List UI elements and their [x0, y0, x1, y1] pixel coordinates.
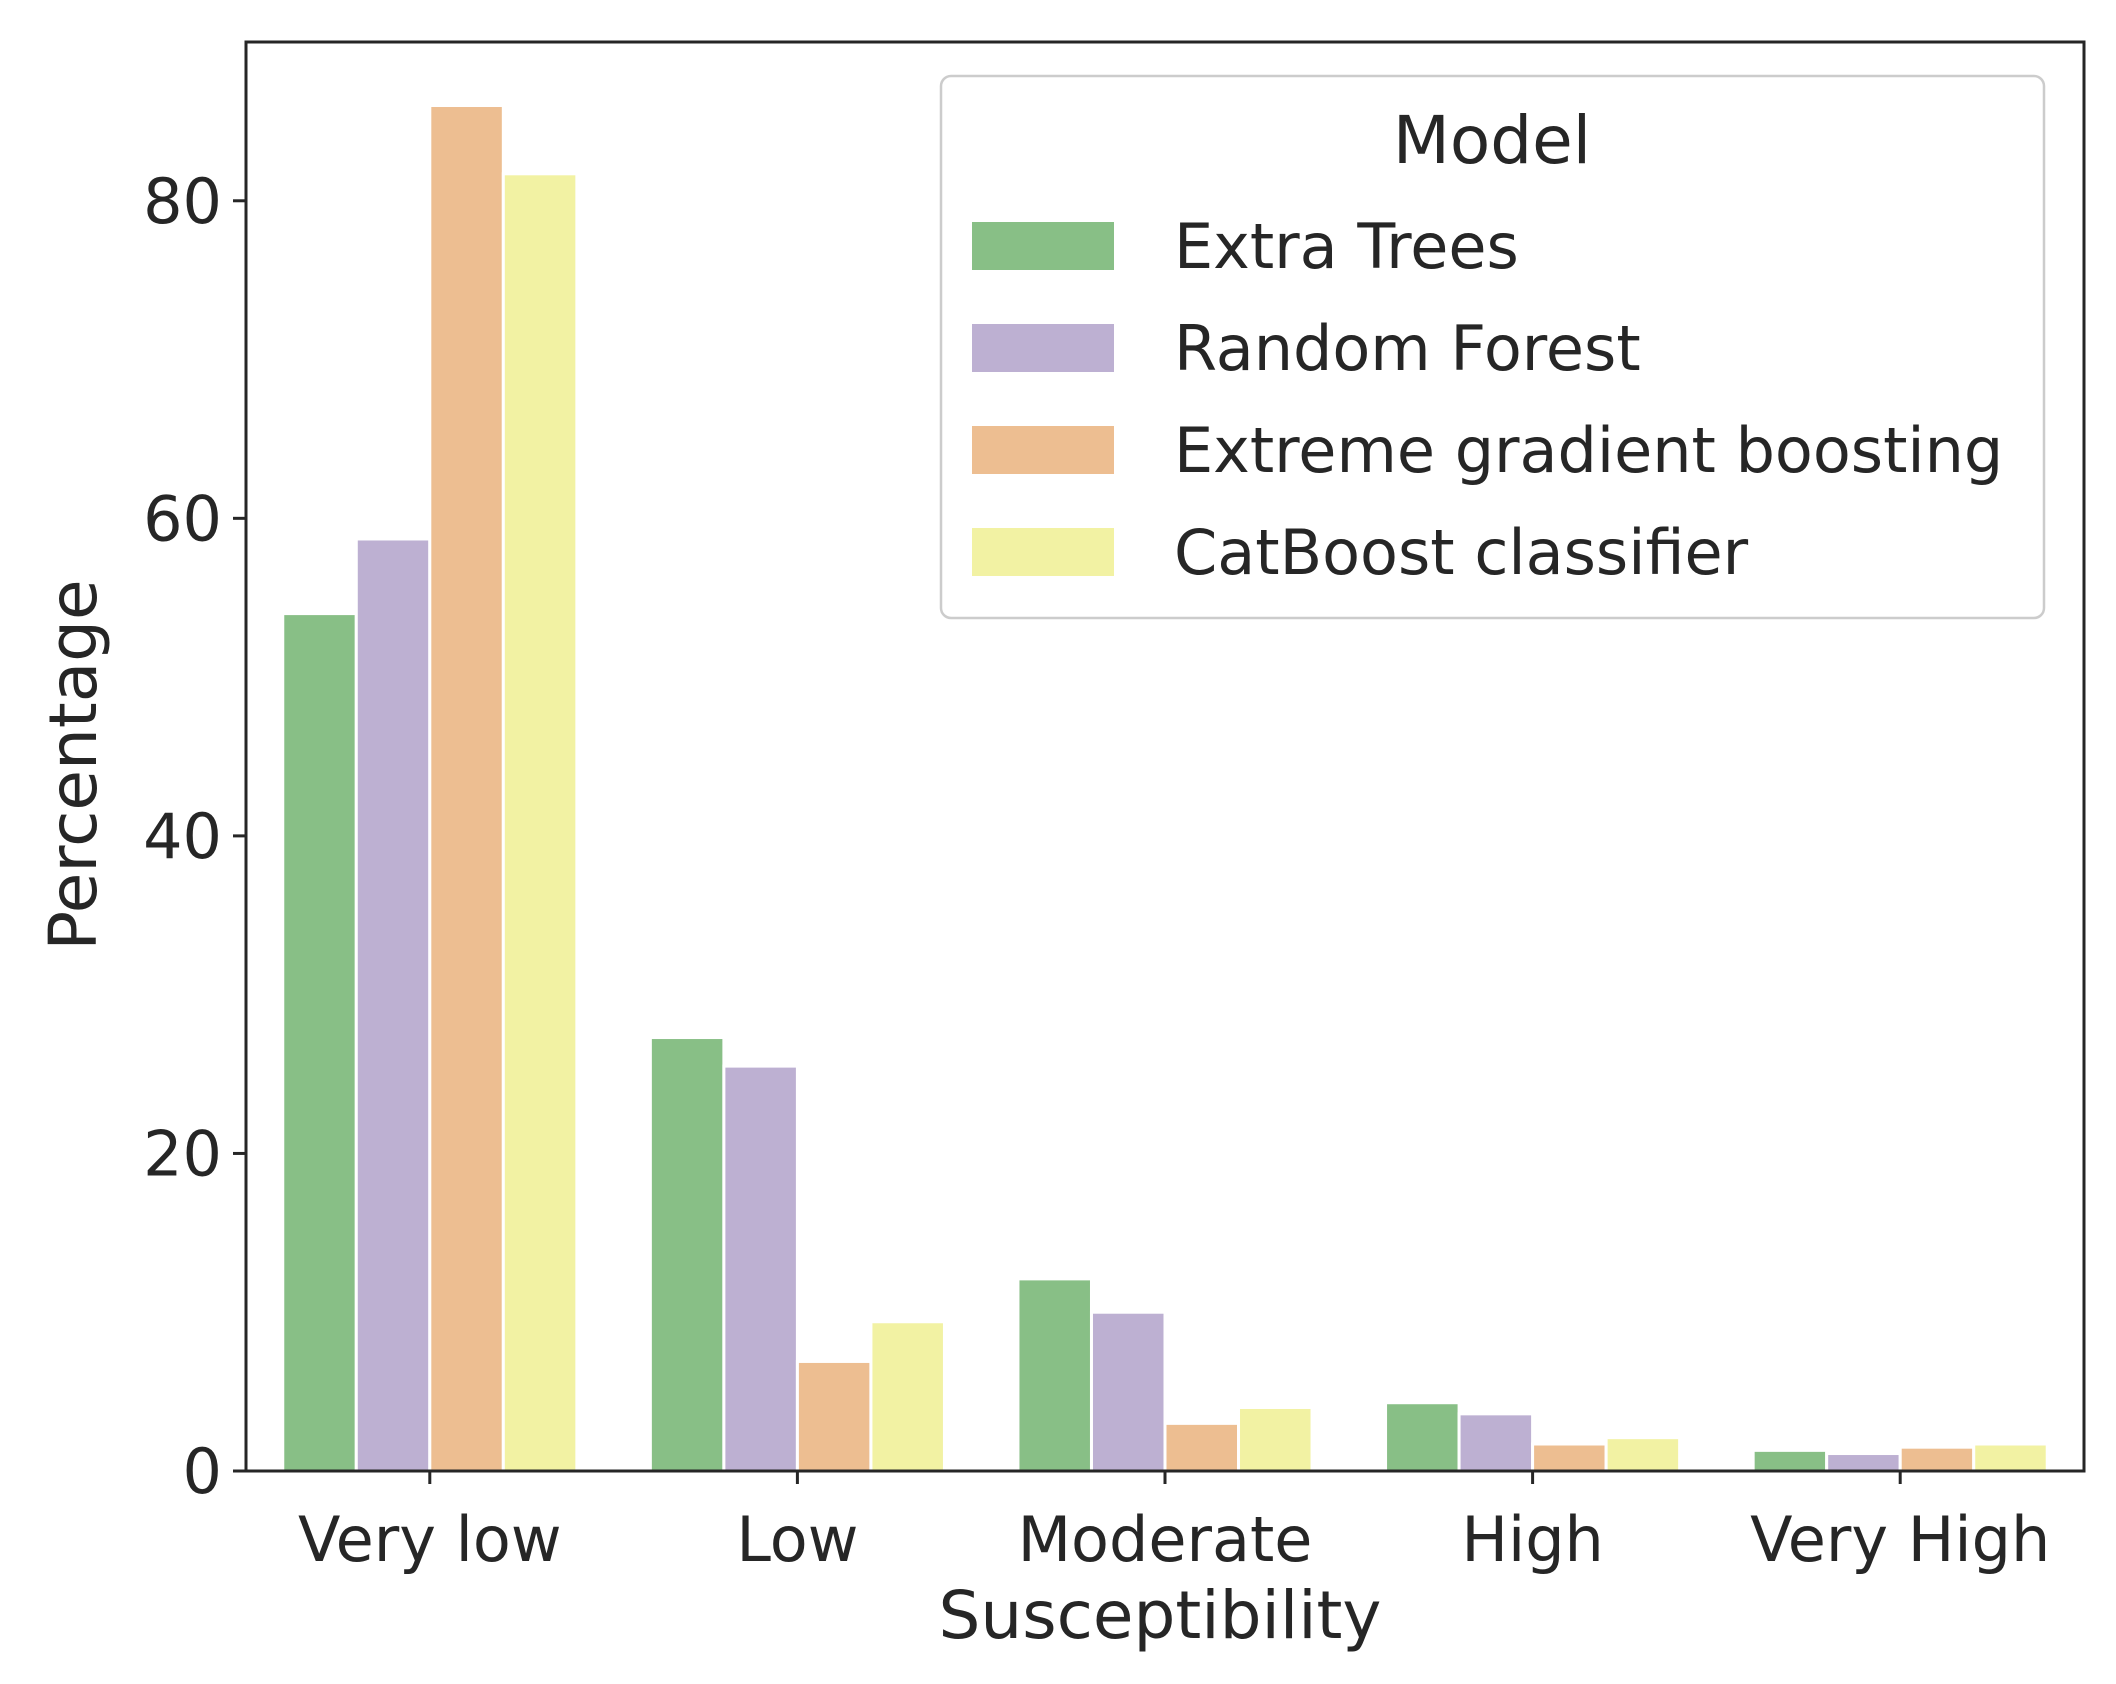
legend-label: CatBoost classifier [1174, 516, 1749, 589]
bar-moderate-catboost-classifier [1237, 1405, 1314, 1473]
bar-low-catboost-classifier [869, 1320, 946, 1473]
bar-high-random-forest [1457, 1412, 1535, 1473]
legend-label: Extreme gradient boosting [1174, 414, 2003, 487]
legend-title: Model [1393, 102, 1591, 179]
y-tick-label: 80 [143, 165, 222, 238]
bar-low-extreme-gradient-boosting [795, 1359, 873, 1473]
bar-moderate-extreme-gradient-boosting [1163, 1421, 1241, 1473]
bar-high-catboost-classifier [1604, 1436, 1682, 1473]
legend-items: Extra Trees Random Forest Extreme gradient… [972, 210, 2003, 589]
bar-very-high-random-forest [1825, 1452, 1902, 1473]
y-axis-title: Percentage [35, 579, 112, 950]
x-tick-label: Low [736, 1503, 858, 1576]
y-tick-label: 40 [143, 800, 222, 873]
bar-low-random-forest [722, 1064, 799, 1473]
legend-swatch [972, 222, 1114, 270]
bar-very-high-extra-trees [1751, 1448, 1829, 1473]
x-axis: Very low Low Moderate High Very High [298, 1471, 2050, 1576]
x-tick-label: High [1461, 1503, 1604, 1576]
bar-very-low-extreme-gradient-boosting [428, 104, 505, 1473]
legend-label: Random Forest [1174, 312, 1641, 385]
bar-moderate-random-forest [1089, 1310, 1167, 1473]
y-tick-label: 60 [143, 482, 222, 555]
x-tick-label: Very low [298, 1503, 562, 1576]
legend-box [939, 74, 2046, 620]
plot-frame [244, 40, 2086, 1473]
legend-label: Extra Trees [1174, 210, 1519, 283]
bar-very-low-catboost-classifier [501, 172, 579, 1473]
y-axis: 0 20 40 60 80 [143, 165, 246, 1508]
y-tick-label: 0 [183, 1435, 222, 1508]
bar-low-extra-trees [648, 1036, 726, 1473]
bar-very-low-random-forest [354, 537, 432, 1473]
bar-high-extreme-gradient-boosting [1531, 1442, 1608, 1473]
legend-swatch [972, 324, 1114, 372]
legend-swatch [972, 426, 1114, 474]
bar-moderate-extra-trees [1016, 1277, 1093, 1473]
bar-high-extra-trees [1384, 1401, 1461, 1473]
legend: Model Extra Trees Random Forest Extreme gr… [939, 74, 2046, 620]
bar-very-low-extra-trees [281, 612, 358, 1473]
bars-layer [281, 104, 2049, 1473]
x-tick-label: Moderate [1018, 1503, 1313, 1576]
x-tick-label: Very High [1750, 1503, 2050, 1576]
bar-very-high-extreme-gradient-boosting [1898, 1445, 1976, 1473]
x-axis-title: Susceptibility [939, 1577, 1382, 1654]
y-tick-label: 20 [143, 1117, 222, 1190]
bar-very-high-catboost-classifier [1972, 1442, 2049, 1473]
legend-swatch [972, 528, 1114, 576]
